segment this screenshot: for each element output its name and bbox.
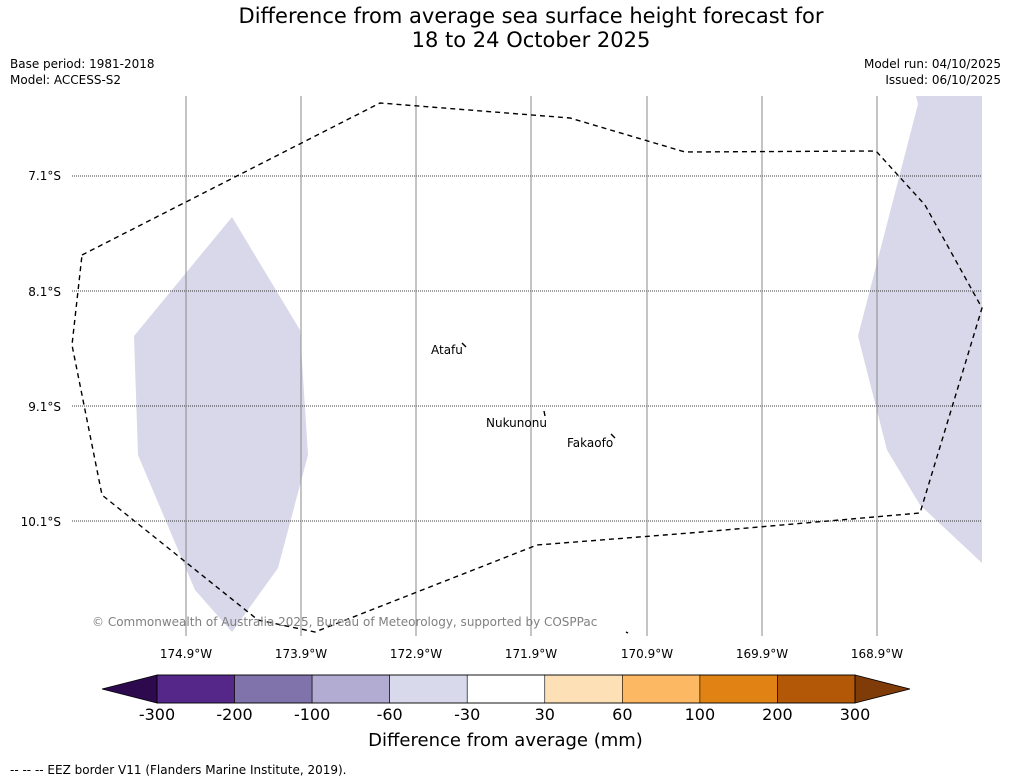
colorbar-segment [156, 674, 235, 704]
lat-label: 10.1°S [21, 515, 61, 529]
lat-label: 7.1°S [28, 169, 61, 183]
place-nukunonu: Nukunonu [486, 416, 547, 430]
colorbar-segment [699, 674, 778, 704]
colorbar-segment [311, 674, 390, 704]
meta-left: Base period: 1981-2018 Model: ACCESS-S2 [10, 56, 155, 88]
lat-label: 9.1°S [28, 400, 61, 414]
atafu-island [461, 342, 467, 348]
copyright: © Commonwealth of Australia 2025, Bureau… [92, 615, 597, 629]
colorbar-over-arrow [854, 674, 911, 704]
colorbar-tick-label: 30 [534, 705, 555, 724]
fakaofo-island [610, 433, 616, 439]
lon-gridlines [185, 96, 878, 636]
lat-label: 8.1°S [28, 285, 61, 299]
colorbar-tick-label: 200 [762, 705, 793, 724]
lon-label: 168.9°W [851, 647, 903, 661]
lat-gridlines [72, 175, 982, 522]
colorbar-segment [777, 674, 856, 704]
colorbar-segment [389, 674, 468, 704]
lon-label: 174.9°W [160, 647, 212, 661]
place-fakaofo: Fakaofo [567, 436, 613, 450]
anomaly-region-west [134, 217, 308, 632]
lat-labels: 7.1°S 8.1°S 9.1°S 10.1°S [21, 169, 61, 529]
lon-label: 172.9°W [390, 647, 442, 661]
colorbar-outline [156, 674, 856, 704]
eez-footnote: -- -- -- EEZ border V11 (Flanders Marine… [10, 763, 347, 777]
colorbar-under-arrow [101, 674, 158, 704]
anomaly-region-east [858, 96, 982, 563]
colorbar-tick-label: -100 [293, 705, 331, 724]
lon-labels: 174.9°W 173.9°W 172.9°W 171.9°W 170.9°W … [160, 647, 903, 661]
meta-right: Model run: 04/10/2025 Issued: 06/10/2025 [864, 56, 1001, 88]
map-title: Difference from average sea surface heig… [0, 4, 1011, 52]
colorbar-tick-label: 60 [612, 705, 633, 724]
model-name: Model: ACCESS-S2 [10, 73, 122, 87]
eez-border [71, 102, 983, 633]
place-labels: Atafu Nukunonu Fakaofo [431, 343, 613, 450]
colorbar-tick-label: -30 [454, 705, 481, 724]
colorbar-tick-label: 100 [684, 705, 716, 724]
colorbar-segment [544, 674, 623, 704]
lon-label: 170.9°W [621, 647, 673, 661]
colorbar-tick-label: -60 [376, 705, 403, 724]
islands [461, 342, 629, 634]
colorbar [101, 674, 911, 704]
swains-island [625, 631, 629, 634]
lon-label: 173.9°W [275, 647, 327, 661]
nukunonu-island [543, 410, 546, 417]
base-period: Base period: 1981-2018 [10, 57, 155, 71]
title-line-1: Difference from average sea surface heig… [238, 4, 824, 28]
issued-date: Issued: 06/10/2025 [885, 73, 1001, 87]
place-atafu: Atafu [431, 343, 463, 357]
colorbar-tick-label: -200 [216, 705, 253, 724]
colorbar-tick-label: 300 [839, 705, 871, 724]
colorbar-segment [466, 674, 546, 704]
colorbar-segment [234, 674, 313, 704]
colorbar-tick-label: -300 [138, 705, 176, 724]
colorbar-segment [622, 674, 701, 704]
lon-label: 169.9°W [736, 647, 788, 661]
lon-label: 171.9°W [505, 647, 557, 661]
model-run: Model run: 04/10/2025 [863, 57, 1001, 71]
colorbar-label: Difference from average (mm) [368, 730, 643, 751]
title-line-2: 18 to 24 October 2025 [411, 28, 651, 52]
